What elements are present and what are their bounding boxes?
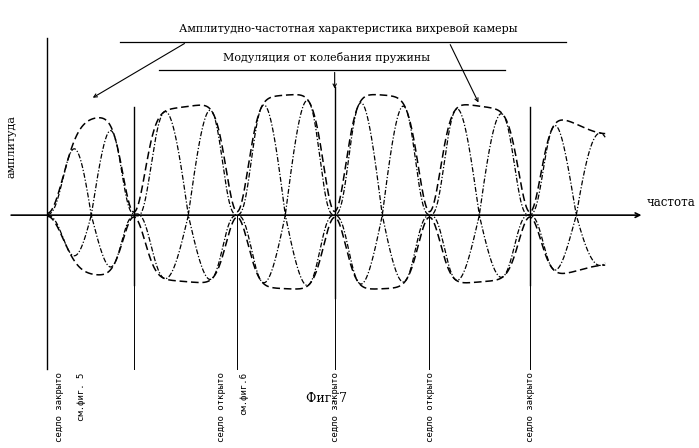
Text: седло открыто: седло открыто: [426, 372, 435, 442]
Text: Амплитудно-частотная характеристика вихревой камеры: Амплитудно-частотная характеристика вихр…: [180, 24, 518, 34]
Text: частота: частота: [647, 196, 696, 209]
Text: седло закрыто: седло закрыто: [526, 372, 535, 442]
Text: см.фиг.6: см.фиг.6: [239, 372, 248, 415]
Text: Модуляция от колебания пружины: Модуляция от колебания пружины: [223, 52, 430, 63]
Text: седло закрыто: седло закрыто: [55, 372, 64, 442]
Text: см.фиг. 5: см.фиг. 5: [78, 372, 87, 421]
Text: седло открыто: седло открыто: [217, 372, 226, 442]
Text: Фиг. 7: Фиг. 7: [305, 392, 347, 405]
Text: седло закрыто: седло закрыто: [331, 372, 340, 442]
Text: амплитуда: амплитуда: [6, 115, 16, 178]
